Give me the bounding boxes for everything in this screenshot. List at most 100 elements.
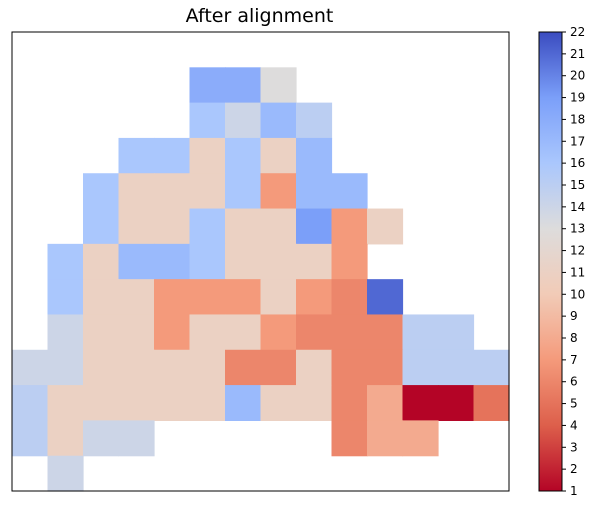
heatmap-cell	[118, 208, 155, 245]
heatmap-cell	[296, 243, 333, 280]
colorbar-tick-label: 19	[570, 91, 585, 105]
heatmap-cell	[402, 314, 439, 351]
heatmap-cell	[83, 349, 120, 386]
heatmap-cell	[118, 420, 155, 457]
heatmap-cell	[331, 279, 368, 316]
heatmap-cell	[296, 314, 333, 351]
heatmap-cell	[189, 208, 226, 245]
heatmap-cell	[331, 208, 368, 245]
heatmap-cell	[118, 385, 155, 421]
heatmap-cell	[296, 349, 333, 386]
colorbar-tick-label: 12	[570, 244, 585, 258]
heatmap-cell	[118, 349, 155, 386]
heatmap-cell	[225, 208, 262, 245]
heatmap-cell	[331, 349, 368, 386]
heatmap-cell	[225, 314, 262, 351]
heatmap-cell	[225, 279, 262, 316]
heatmap-cell	[225, 102, 262, 139]
heatmap-cell	[438, 349, 475, 386]
heatmap-cell	[47, 420, 84, 457]
heatmap-cell	[12, 385, 49, 421]
colorbar-tick-label: 3	[570, 440, 578, 454]
heatmap-cell	[225, 173, 262, 210]
heatmap-cell	[47, 314, 84, 351]
colorbar-tick-label: 21	[570, 47, 585, 61]
heatmap-cell	[367, 208, 404, 245]
heatmap-cell	[189, 279, 226, 316]
heatmap-cell	[83, 173, 120, 210]
heatmap-cell	[260, 173, 297, 210]
colorbar-tick-label: 22	[570, 25, 585, 39]
colorbar-tick-label: 10	[570, 287, 585, 301]
heatmap-cell	[189, 385, 226, 421]
heatmap-cell	[402, 420, 439, 457]
heatmap-cell	[296, 102, 333, 139]
heatmap-cell	[296, 173, 333, 210]
heatmap-cell	[118, 173, 155, 210]
heatmap-cell	[473, 385, 510, 421]
heatmap-cell	[154, 208, 191, 245]
heatmap-cell	[260, 349, 297, 386]
heatmap-cell	[296, 385, 333, 421]
colorbar-tick-label: 8	[570, 331, 578, 345]
colorbar-tick-label: 17	[570, 134, 585, 148]
heatmap-cell	[12, 420, 49, 457]
heatmap-cell	[83, 314, 120, 351]
heatmap-cell	[260, 243, 297, 280]
heatmap-cell	[402, 385, 439, 421]
heatmap-cell	[47, 385, 84, 421]
heatmap-cell	[47, 455, 84, 492]
colorbar-tick-label: 6	[570, 375, 578, 389]
heatmap-cell	[260, 279, 297, 316]
heatmap-cells	[12, 67, 510, 492]
heatmap-cell	[154, 137, 191, 174]
heatmap-cell	[473, 349, 510, 386]
heatmap-cell	[225, 243, 262, 280]
heatmap-cell	[296, 279, 333, 316]
heatmap-cell	[83, 420, 120, 457]
heatmap-cell	[154, 243, 191, 280]
colorbar-tick-label: 18	[570, 112, 585, 126]
heatmap-cell	[154, 279, 191, 316]
heatmap-cell	[438, 385, 475, 421]
heatmap-cell	[154, 173, 191, 210]
heatmap-cell	[189, 137, 226, 174]
chart-title: After alignment	[186, 5, 334, 27]
heatmap-cell	[154, 314, 191, 351]
heatmap-cell	[118, 137, 155, 174]
heatmap-cell	[189, 173, 226, 210]
heatmap-cell	[260, 208, 297, 245]
heatmap-cell	[260, 137, 297, 174]
heatmap-cell	[296, 137, 333, 174]
heatmap-cell	[260, 102, 297, 139]
heatmap-cell	[189, 349, 226, 386]
heatmap-cell	[402, 349, 439, 386]
heatmap-cell	[438, 314, 475, 351]
heatmap-cell	[225, 67, 262, 104]
heatmap-cell	[189, 314, 226, 351]
colorbar	[538, 31, 563, 492]
heatmap-cell	[83, 243, 120, 280]
colorbar-tick-label: 4	[570, 418, 578, 432]
heatmap-cell	[225, 349, 262, 386]
heatmap-cell	[331, 420, 368, 457]
heatmap-cell	[225, 385, 262, 421]
plot-frame	[11, 31, 510, 492]
heatmap-cell	[83, 208, 120, 245]
colorbar-tick-label: 5	[570, 397, 578, 411]
colorbar-tick-label: 13	[570, 222, 585, 236]
heatmap-cell	[260, 385, 297, 421]
colorbar-tick-label: 11	[570, 265, 585, 279]
heatmap-cell	[12, 349, 49, 386]
heatmap-cell	[296, 208, 333, 245]
heatmap-cell	[47, 349, 84, 386]
heatmap-cell	[260, 314, 297, 351]
colorbar-tick-label: 9	[570, 309, 578, 323]
heatmap-cell	[260, 67, 297, 104]
heatmap-cell	[331, 385, 368, 421]
colorbar-tick-label: 20	[570, 69, 585, 83]
heatmap-cell	[367, 279, 404, 316]
heatmap-cell	[83, 385, 120, 421]
